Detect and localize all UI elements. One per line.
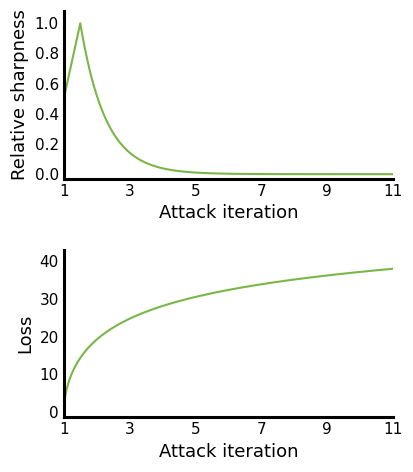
- X-axis label: Attack iteration: Attack iteration: [159, 204, 297, 222]
- Y-axis label: Relative sharpness: Relative sharpness: [11, 9, 29, 180]
- Y-axis label: Loss: Loss: [16, 314, 34, 354]
- X-axis label: Attack iteration: Attack iteration: [159, 443, 297, 461]
